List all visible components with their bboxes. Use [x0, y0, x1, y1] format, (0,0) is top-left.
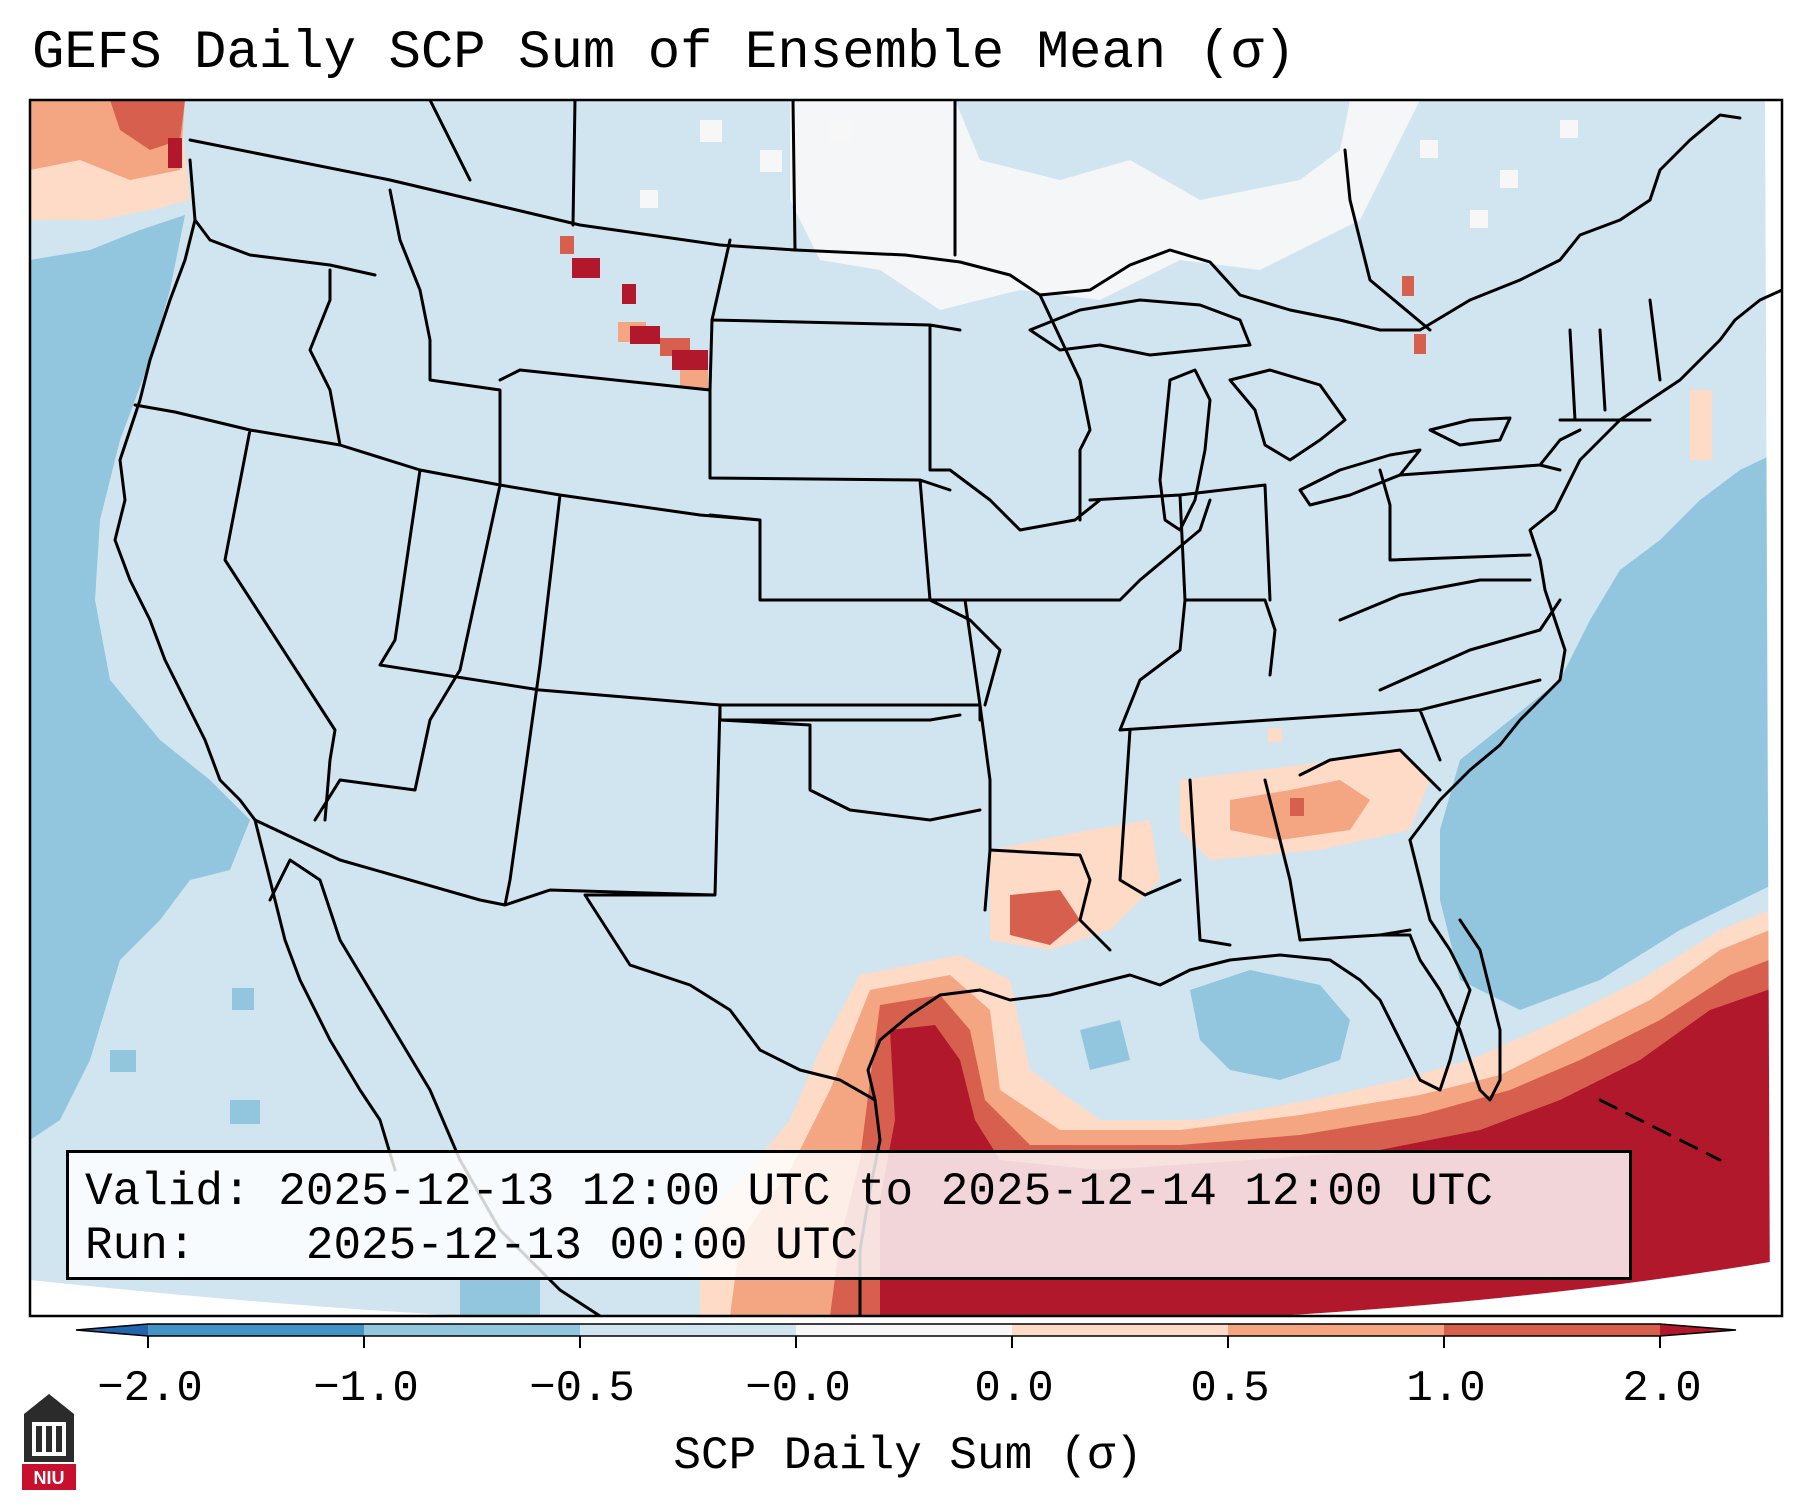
florida: [1378, 918, 1502, 1102]
colorbar-bin-4: [1012, 1324, 1228, 1336]
lake-erie: [1298, 448, 1422, 507]
caribbean-islands: [1598, 1098, 1722, 1162]
colorbar-tick-label: 0.0: [974, 1364, 1054, 1414]
niu-building-icon: [24, 1394, 74, 1462]
projection-edge-right: [1765, 100, 1782, 1316]
colorbar-tick-label: 1.0: [1406, 1364, 1486, 1414]
colorbar-bin-2: [580, 1324, 796, 1336]
colorbar-tick-label: −0.5: [529, 1364, 635, 1414]
colorbar-bin-5: [1228, 1324, 1444, 1336]
field-tn-dot: [1268, 728, 1282, 742]
niu-logo-text: NIU: [34, 1468, 65, 1488]
colorbar-tick-label: 0.5: [1190, 1364, 1270, 1414]
canada-province-borders: [428, 100, 1432, 332]
field-maine-positive: [1690, 390, 1712, 460]
run-value: 2025-12-13 00:00 UTC: [305, 1220, 858, 1272]
field-canada-white: [790, 100, 1420, 310]
colorbar-title: SCP Daily Sum (σ): [673, 1430, 1143, 1482]
field-gulf-negative: [1190, 970, 1350, 1080]
colorbar-tick-label: −1.0: [313, 1364, 419, 1414]
valid-label: Valid:: [85, 1166, 251, 1218]
field-montana-streak: [560, 236, 708, 388]
map-area: [30, 100, 1782, 1316]
projection-edge-bottom: [30, 1260, 1782, 1316]
atlantic-coast: [1408, 288, 1782, 842]
field-mexico-speckles: [110, 988, 540, 1316]
field-pacific-negative: [30, 215, 250, 1140]
lake-michigan: [1158, 368, 1212, 532]
colorbar-bin-6: [1444, 1324, 1660, 1336]
chart-title: GEFS Daily SCP Sum of Ensemble Mean (σ): [32, 23, 1296, 84]
lake-superior: [1028, 298, 1252, 357]
pacific-coast: [113, 158, 257, 822]
colorbar-bin-0: [148, 1324, 364, 1336]
us-canada-border: [188, 113, 1742, 332]
valid-run-info-box: Valid: 2025-12-13 12:00 UTC to 2025-12-1…: [66, 1150, 1632, 1280]
field-pnw-max: [168, 138, 182, 168]
colorbar-bin-1: [364, 1324, 580, 1336]
run-label: Run:: [85, 1220, 196, 1272]
field-canada-speckles: [640, 120, 1578, 228]
field-atlantic-negative: [1440, 450, 1782, 1010]
field-pnw-positive-high: [110, 100, 185, 150]
field-ga-dot: [1290, 798, 1304, 816]
field-gulf-negative-2: [1080, 1020, 1130, 1070]
lake-huron: [1228, 368, 1347, 462]
colorbar: [75, 1323, 1737, 1348]
colorbar-tick-label: −0.0: [745, 1364, 851, 1414]
state-borders: [133, 188, 1662, 1102]
lake-ontario: [1428, 416, 1512, 447]
colorbar-tick-label: −2.0: [97, 1364, 203, 1414]
valid-value: 2025-12-13 12:00 UTC to 2025-12-14 12:00…: [278, 1166, 1493, 1218]
map-outlines: [113, 100, 1782, 1316]
niu-logo: NIU: [22, 1394, 76, 1490]
colorbar-tick-label: 2.0: [1622, 1364, 1702, 1414]
colorbar-bin-3: [796, 1324, 1012, 1336]
run-line: Run: 2025-12-13 00:00 UTC: [85, 1219, 858, 1273]
colorbar-ticks: [147, 1336, 1661, 1348]
field-quebec-dots: [1402, 276, 1426, 354]
colorbar-over: [1660, 1324, 1736, 1336]
valid-line: Valid: 2025-12-13 12:00 UTC to 2025-12-1…: [85, 1165, 1493, 1219]
colorbar-under: [76, 1324, 148, 1336]
field-lamiss-positive-med: [1010, 890, 1080, 945]
map-frame: [28, 98, 1784, 1318]
